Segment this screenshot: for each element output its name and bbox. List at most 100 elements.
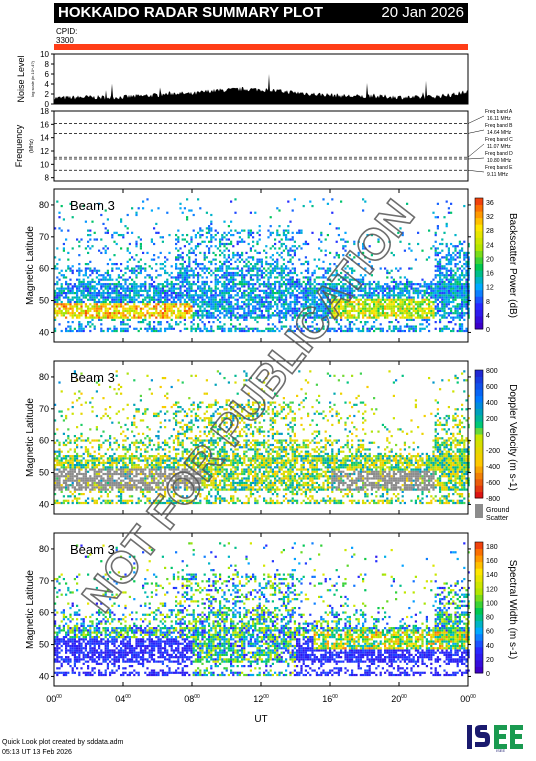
data-cell [186, 216, 189, 219]
data-cell [434, 307, 437, 310]
data-cell [399, 329, 402, 333]
data-cell [445, 327, 448, 330]
data-cell [73, 434, 76, 438]
data-cell [159, 309, 162, 313]
data-cell [320, 283, 323, 286]
data-cell [124, 452, 127, 456]
data-cell [265, 294, 268, 297]
data-cell [452, 245, 455, 248]
data-cell [342, 307, 345, 310]
data-cell [309, 280, 312, 284]
data-cell [109, 463, 112, 467]
data-cell [150, 240, 153, 243]
data-cell [287, 303, 290, 306]
data-cell [87, 287, 90, 290]
data-cell [234, 283, 237, 286]
data-cell [362, 312, 365, 315]
data-cell [93, 486, 96, 489]
data-cell [289, 291, 292, 295]
data-cell [425, 318, 428, 321]
data-cell [439, 251, 442, 255]
data-cell [293, 280, 296, 284]
data-cell [280, 256, 283, 259]
data-cell [60, 410, 63, 413]
data-cell [452, 296, 455, 299]
data-cell [78, 484, 81, 487]
data-cell [111, 278, 114, 281]
data-cell [139, 452, 142, 456]
data-cell [102, 305, 105, 308]
colorbar-step [475, 315, 483, 323]
data-cell [304, 294, 307, 297]
data-cell [98, 294, 101, 297]
data-cell [54, 307, 57, 310]
data-cell [223, 298, 226, 301]
data-cell [146, 499, 149, 502]
data-cell [102, 472, 105, 476]
data-cell [98, 278, 101, 281]
data-cell [351, 269, 354, 272]
data-cell [60, 390, 63, 393]
data-cell [318, 258, 321, 261]
data-cell [392, 294, 395, 297]
data-cell [447, 278, 450, 281]
data-cell [76, 481, 79, 485]
data-cell [439, 260, 442, 263]
data-cell [100, 296, 103, 299]
data-cell [348, 325, 351, 328]
data-cell [223, 262, 226, 266]
data-cell [73, 450, 76, 453]
data-cell [170, 271, 173, 275]
data-cell [159, 262, 162, 266]
data-cell [223, 287, 226, 290]
data-cell [137, 479, 140, 482]
data-cell [318, 305, 321, 308]
data-cell [436, 274, 439, 277]
data-cell [142, 492, 145, 496]
data-cell [120, 303, 123, 306]
data-cell [304, 285, 307, 288]
data-cell [82, 274, 85, 277]
data-cell [403, 283, 406, 286]
data-cell [417, 314, 420, 317]
data-cell [210, 316, 213, 319]
data-cell [351, 303, 354, 306]
data-cell [95, 294, 98, 297]
data-cell [408, 329, 411, 333]
data-cell [186, 300, 189, 304]
data-cell [439, 280, 442, 284]
data-cell [458, 329, 461, 333]
data-cell [362, 307, 365, 310]
data-cell [221, 262, 224, 266]
data-cell [465, 289, 468, 292]
data-cell [439, 300, 442, 304]
data-cell [445, 267, 448, 270]
data-cell [104, 249, 107, 252]
data-cell [78, 461, 81, 464]
data-cell [201, 283, 204, 286]
data-cell [216, 283, 219, 286]
data-cell [170, 294, 173, 297]
data-cell [285, 233, 288, 237]
data-cell [67, 477, 70, 480]
data-cell [144, 410, 147, 413]
data-cell [441, 309, 444, 313]
data-cell [170, 300, 173, 304]
data-cell [104, 472, 107, 476]
data-cell [450, 320, 453, 324]
data-cell [241, 329, 244, 333]
data-cell [109, 461, 112, 464]
data-cell [131, 231, 134, 234]
data-cell [120, 472, 123, 476]
data-cell [120, 291, 123, 295]
data-cell [375, 316, 378, 319]
data-cell [106, 312, 109, 315]
data-cell [84, 296, 87, 299]
data-cell [131, 316, 134, 319]
data-cell [320, 267, 323, 270]
data-cell [454, 296, 457, 299]
data-cell [98, 472, 101, 476]
data-cell [245, 283, 248, 286]
data-cell [225, 260, 228, 263]
data-cell [194, 289, 197, 292]
